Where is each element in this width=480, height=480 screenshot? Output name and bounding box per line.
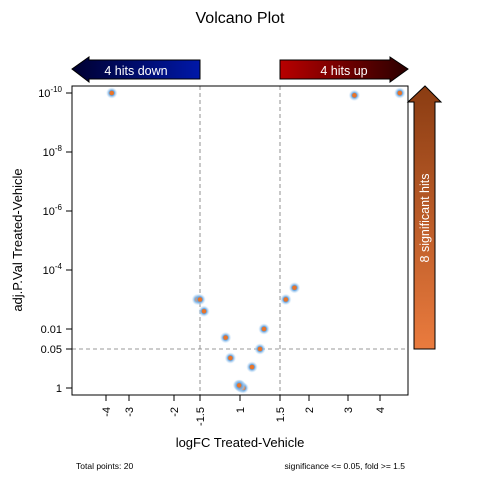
data-point-core: [228, 355, 233, 361]
data-point: [224, 352, 236, 364]
data-point-core: [223, 335, 228, 340]
x-tick-label: -1.5: [195, 407, 207, 426]
significant-hits-label: 8 significant hits: [418, 174, 432, 263]
data-point-core: [261, 326, 267, 332]
y-tick-label: 10-4: [43, 262, 63, 277]
x-axis: -4 -3 -2 -1.5 1 1.5 2 3 4: [101, 395, 387, 426]
x-tick-label: 3: [343, 407, 355, 413]
data-point-core: [257, 346, 263, 352]
data-point: [198, 305, 210, 317]
data-point: [220, 332, 232, 344]
data-point: [254, 343, 266, 355]
x-tick-label: -4: [101, 407, 113, 417]
data-point-core: [283, 297, 289, 302]
data-point: [233, 379, 245, 391]
data-point: [106, 87, 118, 99]
data-point: [280, 294, 292, 305]
chart-title: Volcano Plot: [196, 10, 286, 27]
data-point-core: [201, 308, 207, 314]
x-tick-label: 4: [375, 407, 387, 413]
x-tick-label: -2: [169, 407, 181, 417]
data-point: [246, 361, 258, 373]
up-hits-label: 4 hits up: [320, 64, 367, 78]
y-tick-label: 0.01: [41, 324, 62, 336]
x-tick-label: -3: [124, 407, 136, 417]
x-tick-label: 1: [235, 407, 247, 413]
data-point-core: [397, 90, 403, 96]
data-point: [394, 87, 406, 99]
up-hits-arrow: 4 hits up: [279, 56, 409, 83]
y-axis-title: adj.P.Val Treated-Vehicle: [10, 168, 25, 311]
y-tick-label: 0.05: [41, 344, 62, 356]
down-hits-label: 4 hits down: [104, 64, 167, 78]
y-axis: 10-10 10-8 10-6 10-4 0.01 0.05 1: [38, 85, 72, 395]
data-point: [258, 323, 270, 335]
data-point-core: [197, 297, 203, 302]
data-point-core: [292, 285, 297, 291]
data-points: [106, 87, 406, 394]
data-point: [194, 294, 206, 305]
significant-hits-arrow: 8 significant hits: [406, 85, 443, 350]
data-point: [289, 282, 300, 294]
down-hits-arrow: 4 hits down: [71, 56, 201, 84]
y-tick-label: 10-6: [43, 203, 63, 218]
x-axis-title: logFC Treated-Vehicle: [176, 435, 305, 450]
data-point-core: [109, 90, 115, 96]
total-points-note: Total points: 20: [76, 461, 133, 471]
data-point-core: [236, 383, 242, 388]
data-point: [348, 89, 360, 101]
y-tick-label: 10-10: [38, 85, 62, 100]
x-tick-label: 1.5: [275, 407, 287, 422]
y-tick-label: 10-8: [43, 144, 63, 159]
data-point-core: [352, 93, 357, 98]
data-point-core: [249, 364, 255, 370]
y-tick-label: 1: [56, 383, 62, 395]
x-tick-label: 2: [304, 407, 316, 413]
criteria-note: significance <= 0.05, fold >= 1.5: [284, 461, 405, 471]
